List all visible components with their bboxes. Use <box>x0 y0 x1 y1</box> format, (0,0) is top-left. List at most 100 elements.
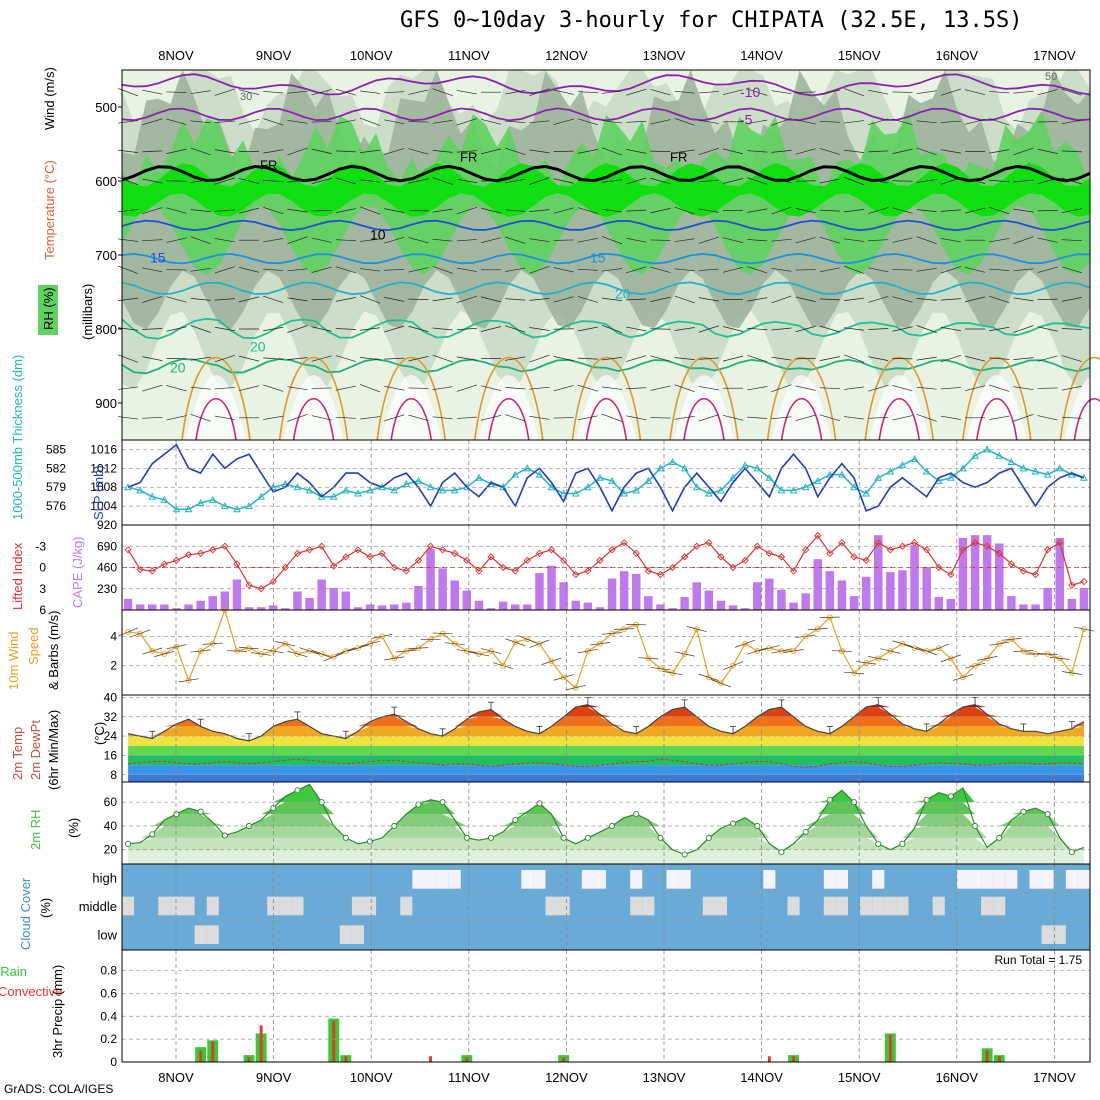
wind-barb <box>505 325 526 333</box>
wind-barb <box>1037 415 1058 421</box>
wind-barb-10m <box>275 641 296 647</box>
wind-barb <box>384 180 405 182</box>
rh2m-point <box>366 838 374 845</box>
wind-barb <box>505 90 526 95</box>
wind-barb <box>166 385 187 392</box>
wind-barb <box>1037 298 1058 300</box>
wind-speed-point <box>1068 670 1075 676</box>
wind-barb <box>335 177 356 185</box>
cape-tick-label: 920 <box>97 518 117 532</box>
isotherm-line <box>121 107 1091 122</box>
wind-barb-10m <box>977 656 998 661</box>
cape-bar <box>135 604 145 610</box>
wind-barb <box>892 180 913 182</box>
wind-barb-10m <box>444 642 465 646</box>
thickness-point <box>402 480 411 488</box>
wind-barb-10m <box>166 644 187 650</box>
precip-convective-bar <box>332 1020 336 1062</box>
wind-barb <box>190 413 211 422</box>
cloud-cell <box>981 870 994 889</box>
wind-speed-point <box>935 645 942 651</box>
wind-barb <box>698 386 719 391</box>
wind-speed-point <box>730 662 736 669</box>
lifted-index-point <box>1080 578 1088 586</box>
lifted-index-point <box>729 563 737 572</box>
wind-barb <box>577 268 598 271</box>
cape-bar <box>607 578 617 610</box>
wind-barb <box>674 327 695 331</box>
thickness-point <box>789 486 798 494</box>
wind-speed-point <box>391 655 398 662</box>
wind-barb <box>335 328 356 330</box>
rh2m-point <box>221 832 228 839</box>
wind-barb <box>892 358 913 360</box>
pressure-tick-label: 500 <box>95 100 117 115</box>
wind-barb <box>263 268 284 271</box>
wind-barb <box>868 384 889 392</box>
wind-barb <box>1061 88 1082 96</box>
lifted-index-point <box>1007 560 1015 568</box>
wind-barb <box>795 91 816 93</box>
isotherm-label: 15 <box>590 250 606 266</box>
wind-barb <box>650 239 671 241</box>
precip-tick-label: 0.4 <box>100 1009 117 1023</box>
wind-barb <box>989 326 1010 332</box>
wind-barb-10m <box>892 640 913 647</box>
cape-bar <box>293 591 302 610</box>
wind-barb <box>311 177 332 185</box>
wind-barb <box>916 179 937 183</box>
dewpoint-line <box>128 758 1084 769</box>
thickness-point <box>995 451 1004 459</box>
wind-barb <box>602 90 623 94</box>
cape-bar <box>317 579 326 610</box>
cape-bar <box>922 567 931 610</box>
rh2m-point <box>730 820 737 827</box>
wind-barb <box>747 208 768 213</box>
wind-barb <box>795 180 816 182</box>
wind-barb <box>456 356 477 361</box>
wind-barb <box>674 357 695 360</box>
wind-barb <box>432 386 453 391</box>
lifted-index-point <box>826 549 834 557</box>
wind-speed-point <box>524 636 531 643</box>
precip-frame <box>121 949 1091 1063</box>
isotherm-line <box>121 358 1091 375</box>
cloud-axis-label: Cloud Cover <box>18 877 33 950</box>
time-label-top: 17NOV <box>1033 48 1076 63</box>
wind-speed-point <box>161 651 168 657</box>
cape-bar <box>220 591 230 610</box>
dry-column <box>966 375 1027 440</box>
thickness-point <box>596 473 604 481</box>
wind-barb <box>480 237 502 244</box>
wind-barb <box>650 119 671 125</box>
wind-barb <box>940 88 961 96</box>
wind-barb-10m <box>142 647 163 655</box>
wind-barb <box>117 354 139 363</box>
wind-speed-point <box>306 648 313 654</box>
dry-column <box>1064 375 1100 440</box>
wind-speed-point <box>899 640 906 647</box>
wind-barb <box>432 327 453 331</box>
time-label-top: 12NOV <box>545 48 588 63</box>
wind-barb <box>553 356 574 362</box>
wind-barb <box>1013 90 1034 94</box>
wind-barb <box>1013 236 1034 245</box>
lifted-index-point <box>499 563 507 572</box>
rh2m-tick-label: 60 <box>104 795 118 809</box>
wind-barb <box>553 417 574 419</box>
lifted-index-point <box>850 553 858 561</box>
cloud-cell <box>763 870 776 889</box>
wind-barb <box>1037 148 1058 154</box>
wind-barb <box>650 266 671 273</box>
wind-barb <box>1013 297 1034 302</box>
wind-barb <box>698 357 719 360</box>
isotherm-label: 15 <box>150 250 166 266</box>
wind-barb <box>287 119 308 124</box>
lifted-index-point <box>366 553 374 561</box>
thickness-tick-label: 582 <box>46 461 66 475</box>
wind-barb-10m <box>130 629 151 638</box>
wind-barb <box>190 325 211 333</box>
wind-barb <box>698 414 719 422</box>
wind-speed-point <box>766 645 773 651</box>
text-layer: 8NOV 8NOV 9NOV 9NOV 10NOV 10NOV 11NOV 11NOV 12NO… <box>0 48 1082 1085</box>
